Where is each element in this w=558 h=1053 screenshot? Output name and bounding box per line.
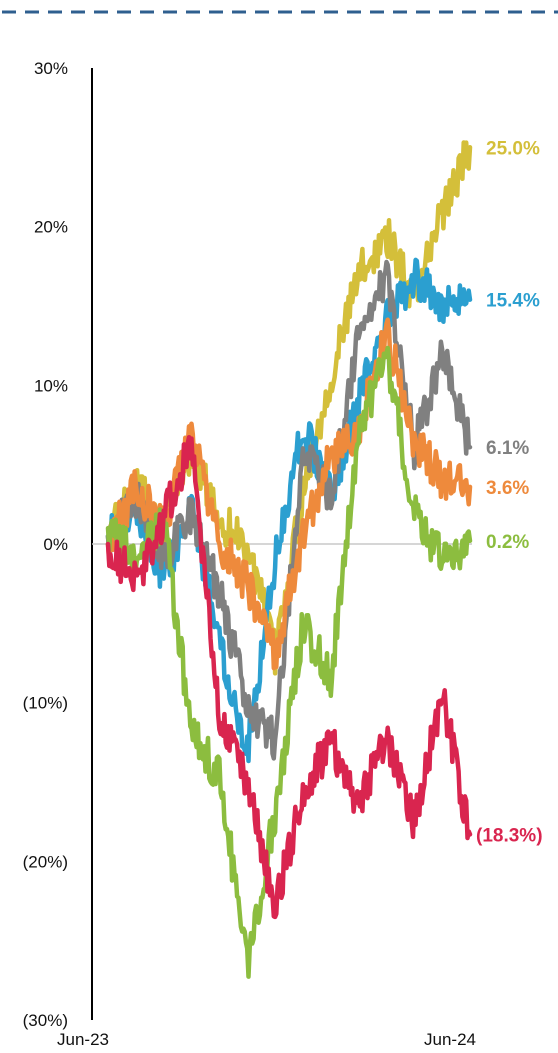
end-labels: 25.0% 15.4% 6.1% 3.6% 0.2% (18.3%) <box>476 138 543 846</box>
x-tick-label: Jun-24 <box>424 1030 476 1049</box>
y-tick-label: 10% <box>34 376 68 395</box>
series-end-label: 6.1% <box>486 438 529 459</box>
y-tick-label: 0% <box>43 535 68 554</box>
series-end-label: 0.2% <box>486 532 529 553</box>
y-tick-label: 30% <box>34 59 68 78</box>
series-end-label: 25.0% <box>486 138 540 159</box>
series-lines <box>105 140 473 979</box>
x-tick-label: Jun-23 <box>57 1030 109 1049</box>
series-end-label: 3.6% <box>486 478 529 499</box>
series-line <box>105 345 473 979</box>
series-line <box>105 434 473 920</box>
y-tick-labels: 30% 20% 10% 0% (10%) (20%) (30%) <box>23 59 68 1030</box>
y-tick-label: (20%) <box>23 852 68 871</box>
y-tick-label: (10%) <box>23 694 68 713</box>
x-tick-labels: Jun-23 Jun-24 <box>57 1030 476 1049</box>
series-end-label: 15.4% <box>486 291 540 312</box>
series-line <box>105 317 473 671</box>
y-tick-label: (30%) <box>23 1011 68 1030</box>
y-tick-label: 20% <box>34 218 68 237</box>
series-end-label: (18.3%) <box>476 825 543 846</box>
